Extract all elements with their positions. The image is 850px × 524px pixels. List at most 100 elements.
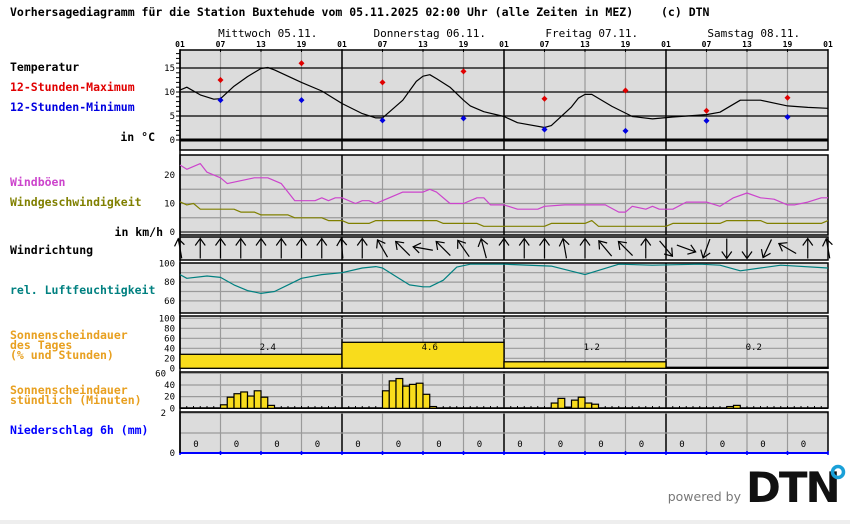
- y-tick-label: 0: [170, 404, 175, 414]
- label-min: 12-Stunden-Minimum: [10, 100, 135, 114]
- precip-value: 0: [193, 440, 198, 450]
- precip-value: 0: [558, 440, 563, 450]
- hourly-sun-bar: [260, 396, 269, 409]
- wind-arrow-icon: [435, 240, 451, 256]
- wind-arrow-icon: [394, 240, 411, 256]
- bottom-strip: [0, 520, 850, 524]
- daily-sun-hours: 4.6: [422, 343, 438, 353]
- wind-arrow-icon: [676, 244, 697, 255]
- gusts-line: [179, 163, 828, 213]
- min-point: [379, 117, 386, 124]
- hourly-sun-bar: [732, 404, 741, 409]
- hour-label: 01: [175, 40, 185, 49]
- hourly-sun-bar: [550, 402, 559, 409]
- y-tick-label: 5: [170, 112, 175, 122]
- hour-label: 07: [702, 40, 712, 49]
- daily-sun-bar: [341, 341, 505, 369]
- wind-arrow-icon: [659, 240, 674, 257]
- wind-arrow-icon: [235, 237, 247, 259]
- hourly-sun-bar: [240, 391, 249, 409]
- hourly-sun-bar: [233, 393, 242, 409]
- powered-by-text: powered by: [668, 489, 742, 504]
- label-wind-direction: Windrichtung: [10, 243, 93, 257]
- y-tick-label: 100: [159, 259, 175, 269]
- min-point: [622, 127, 629, 134]
- hour-label: 01: [661, 40, 671, 49]
- wind-arrow-icon: [741, 238, 753, 260]
- y-tick-label: 0: [170, 364, 175, 374]
- hour-label: 13: [580, 40, 590, 49]
- precip-value: 0: [477, 440, 482, 450]
- wind-arrow-icon: [760, 239, 773, 259]
- hourly-sun-bar: [395, 377, 404, 409]
- y-tick-label: 60: [164, 334, 175, 344]
- wind-arrow-icon: [174, 237, 185, 259]
- min-point: [217, 97, 224, 104]
- label-wind-speed: Windgeschwindigkeit: [10, 195, 142, 209]
- day-label: Mittwoch 05.11.: [218, 27, 317, 40]
- min-point: [460, 115, 467, 122]
- label-sun-hour-2: stündlich (Minuten): [10, 393, 142, 407]
- y-tick-label: 20: [164, 393, 175, 403]
- daily-sun-hours: 0.2: [746, 343, 762, 353]
- hourly-sun-bar: [267, 404, 276, 409]
- y-tick-label: 40: [164, 381, 175, 391]
- y-tick-label: 0: [170, 136, 175, 146]
- hourly-sun-bar: [402, 385, 411, 409]
- wind-arrow-icon: [194, 237, 206, 259]
- powered-by-dtn-logo: powered by DTN: [668, 463, 846, 512]
- label-sun-hour-1: Sonnenscheindauer: [10, 383, 128, 397]
- hour-label: 19: [297, 40, 307, 49]
- hour-label: 07: [216, 40, 226, 49]
- label-gusts: Windböen: [10, 175, 65, 189]
- y-tick-label: 60: [155, 369, 166, 379]
- hourly-sun-bar: [246, 395, 255, 409]
- wind-arrow-icon: [822, 237, 833, 259]
- hourly-sun-bar: [381, 390, 390, 409]
- daily-sun-hours: 2.4: [260, 343, 276, 353]
- hourly-sun-bar: [570, 399, 579, 409]
- max-point: [217, 77, 224, 83]
- wind-arrow-icon: [640, 237, 652, 259]
- min-point: [784, 113, 791, 120]
- hourly-sun-bar: [557, 397, 566, 409]
- wind-arrow-icon: [275, 237, 287, 259]
- wind-arrow-icon: [336, 237, 348, 259]
- label-temp-unit: in °C: [120, 130, 155, 144]
- hour-label: 07: [378, 40, 388, 49]
- day-label: Samstag 08.11.: [707, 27, 800, 40]
- min-point: [541, 126, 548, 133]
- hour-label: 01: [823, 40, 833, 49]
- wind-speed-line: [179, 201, 829, 227]
- wind-arrow-icon: [558, 237, 570, 259]
- wind-arrow-icon: [617, 240, 633, 256]
- precip-value: 0: [517, 440, 522, 450]
- y-tick-label: 20: [164, 171, 175, 181]
- precip-value: 0: [396, 440, 401, 450]
- temperature-line: [179, 66, 829, 129]
- label-sun-day-3: (% und Stunden): [10, 348, 114, 362]
- max-point: [541, 95, 548, 102]
- hour-label: 19: [783, 40, 793, 49]
- max-point: [622, 87, 629, 94]
- hourly-sun-bar: [429, 405, 438, 409]
- hourly-sun-bar: [584, 402, 593, 409]
- hour-label: 13: [418, 40, 428, 49]
- hourly-sun-bar: [219, 404, 228, 409]
- min-point: [703, 117, 710, 124]
- label-precip: Niederschlag 6h (mm): [10, 423, 148, 437]
- precip-value: 0: [598, 440, 603, 450]
- y-tick-label: 20: [164, 354, 175, 364]
- hourly-sun-bar: [408, 383, 417, 409]
- copyright: (c) DTN: [661, 5, 710, 19]
- page-title: Vorhersagediagramm für die Station Buxte…: [10, 5, 633, 19]
- hourly-sun-bar: [422, 393, 431, 409]
- max-point: [703, 107, 710, 114]
- wind-arrow-icon: [412, 242, 433, 254]
- precip-value: 0: [679, 440, 684, 450]
- wind-arrow-icon: [518, 237, 530, 259]
- y-tick-label: 10: [164, 88, 175, 98]
- hour-label: 19: [621, 40, 631, 49]
- wind-arrow-icon: [721, 238, 733, 260]
